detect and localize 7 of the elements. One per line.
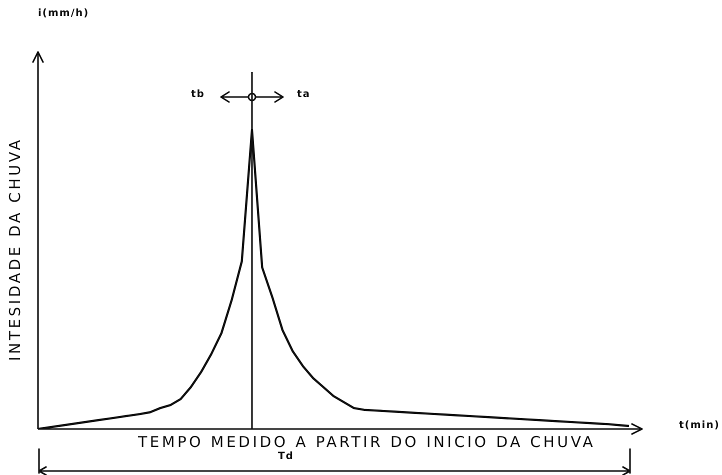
text: ta xyxy=(296,89,310,100)
text: Td xyxy=(278,451,294,462)
text: tb xyxy=(190,89,205,100)
text: i(mm/h) xyxy=(38,8,90,19)
x-axis-title: TEMPO MEDIDO A PARTIR DO INICIO DA CHUVA xyxy=(138,433,596,451)
text: t(min) xyxy=(679,420,720,431)
y-axis-title: INTESIDADE DA CHUVA xyxy=(6,136,24,360)
